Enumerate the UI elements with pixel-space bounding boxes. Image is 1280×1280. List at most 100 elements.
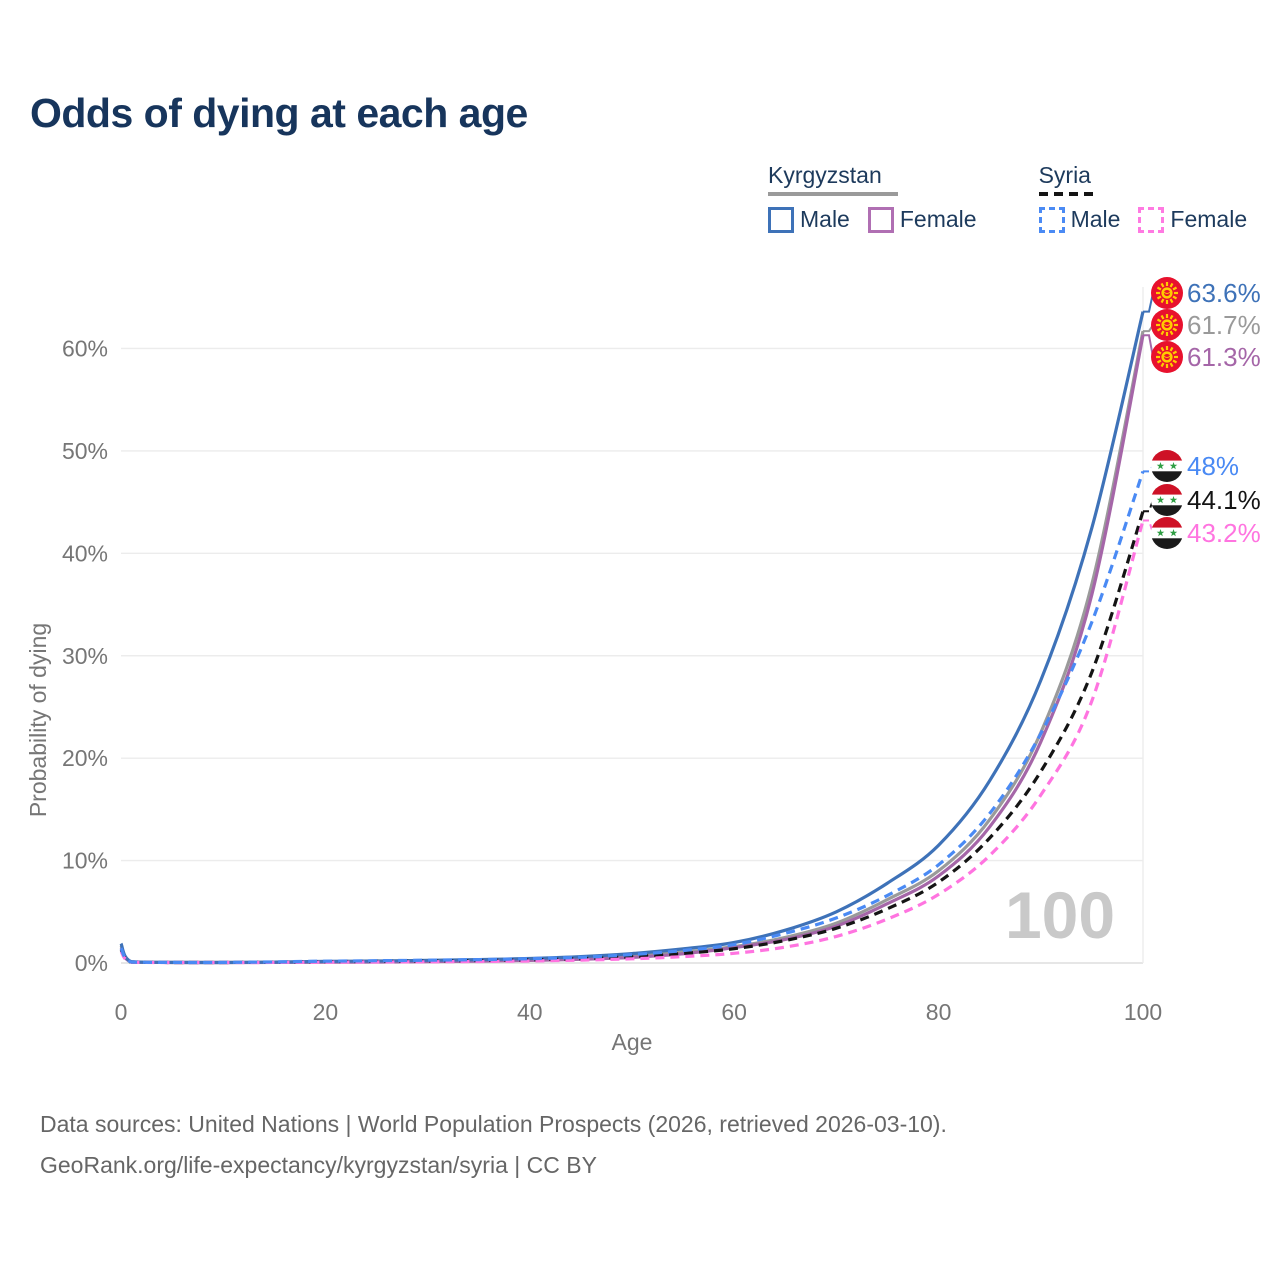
sun-ray [1156, 350, 1162, 355]
flag-stripes [1151, 484, 1183, 516]
sun-ray [1172, 327, 1178, 332]
flag-stripes [1151, 450, 1183, 482]
series-line-syria-total [119, 510, 1145, 965]
sun-ray [1160, 314, 1165, 320]
series-line-syria-female [119, 520, 1145, 965]
syria-underline-dashed [1038, 192, 1095, 196]
flag-icon-kyrgyzstan [1151, 341, 1183, 373]
stripe-white [1151, 460, 1183, 472]
series-line-kyrgyzstan-total [119, 330, 1145, 965]
y-tick-label-10: 10% [62, 848, 108, 874]
series-line-syria-male [119, 470, 1145, 965]
y-axis-title: Probability of dying [25, 623, 51, 817]
series-line-kyrgyzstan-female [119, 334, 1145, 965]
tunduk-line [1163, 323, 1171, 326]
stripe-white [1151, 527, 1183, 539]
stripe-black [1151, 505, 1183, 516]
legend-country-syria[interactable]: Syria [1038, 162, 1091, 188]
kyrgyzstan-underline-solid [768, 192, 898, 196]
sun-ray [1156, 295, 1162, 300]
end-label-syria-total: 44.1% [1187, 485, 1261, 515]
end-label-kyrgyzstan-total: 61.7% [1187, 310, 1261, 340]
sun-ray [1172, 359, 1178, 364]
stripe-white [1151, 494, 1183, 506]
age-watermark: 100 [1005, 878, 1115, 952]
end-label-syria-male: 48% [1187, 451, 1239, 481]
x-tick-label-100: 100 [1124, 999, 1162, 1025]
sun-ray [1169, 314, 1174, 320]
data-sources-line: Data sources: United Nations | World Pop… [40, 1111, 947, 1137]
star-shape [1169, 462, 1178, 470]
sun-ray [1169, 330, 1174, 336]
end-label-kyrgyzstan-female: 61.3% [1187, 342, 1261, 372]
star-shape [1169, 529, 1178, 537]
x-tick-label-60: 60 [721, 999, 747, 1025]
star-shape [1156, 462, 1165, 470]
sun-ray [1160, 298, 1165, 304]
stripe-red [1151, 484, 1183, 495]
series-line-kyrgyzstan-male [119, 311, 1145, 965]
attribution-line: GeoRank.org/life-expectancy/kyrgyzstan/s… [40, 1152, 597, 1178]
star-shape [1156, 529, 1165, 537]
y-tick-label-0: 0% [75, 950, 108, 976]
tunduk-line [1163, 355, 1171, 358]
end-label-kyrgyzstan-male: 63.6% [1187, 278, 1261, 308]
kyrgyzstan-male-swatch-icon [768, 206, 794, 233]
sun-ray [1172, 350, 1178, 355]
tunduk-line [1163, 291, 1171, 294]
sun-ray [1169, 298, 1174, 304]
legend-group-syria: Syria Male Female [1038, 162, 1247, 233]
flag-icon-kyrgyzstan [1151, 277, 1183, 309]
legend: Kyrgyzstan Male Female Syria Male Female [768, 162, 1258, 233]
sun-ray [1160, 330, 1165, 336]
x-tick-label-20: 20 [313, 999, 339, 1025]
y-tick-label-40: 40% [62, 540, 108, 566]
stripe-red [1151, 450, 1183, 461]
sun-ray [1169, 346, 1174, 352]
sun-ray [1156, 359, 1162, 364]
flag-icon-syria [1151, 517, 1183, 549]
sun-ray [1156, 286, 1162, 291]
x-tick-label-0: 0 [115, 999, 128, 1025]
sun-ray [1156, 327, 1162, 332]
sun-ray [1160, 346, 1165, 352]
sun-ray [1172, 295, 1178, 300]
kyrgyzstan-female-swatch-icon [867, 206, 894, 233]
x-tick-label-80: 80 [926, 999, 952, 1025]
legend-item-label: Male [1070, 206, 1121, 232]
label-leader-syria-total [1143, 499, 1157, 513]
sun-ray [1172, 286, 1178, 291]
y-tick-label-50: 50% [62, 438, 108, 464]
end-label-syria-female: 43.2% [1187, 518, 1261, 548]
flag-stripes [1151, 517, 1183, 549]
sun-ray [1169, 282, 1174, 288]
y-tick-label-30: 30% [62, 643, 108, 669]
x-tick-label-40: 40 [517, 999, 543, 1025]
legend-item-syria-female[interactable]: Female [1138, 206, 1247, 233]
legend-item-kyrgyzstan-male[interactable]: Male [768, 206, 850, 233]
flag-icon-syria [1151, 484, 1183, 516]
legend-item-label: Female [1170, 206, 1248, 232]
y-tick-label-20: 20% [62, 745, 108, 771]
sun-ray [1160, 362, 1165, 368]
flag-icon-kyrgyzstan [1151, 309, 1183, 341]
legend-item-label: Female [899, 206, 977, 232]
legend-group-kyrgyzstan: Kyrgyzstan Male Female [768, 162, 977, 233]
sun-ray [1156, 318, 1162, 323]
legend-item-kyrgyzstan-female[interactable]: Female [867, 206, 977, 233]
syria-male-swatch-icon [1038, 206, 1065, 233]
stripe-black [1151, 538, 1183, 549]
star-shape [1156, 496, 1165, 504]
legend-country-kyrgyzstan[interactable]: Kyrgyzstan [768, 162, 882, 188]
legend-item-label: Male [800, 206, 850, 232]
legend-item-syria-male[interactable]: Male [1038, 206, 1121, 233]
stripe-black [1151, 471, 1183, 482]
sun-ray [1172, 318, 1178, 323]
x-axis-title: Age [612, 1029, 653, 1055]
legend-row: Male Female [1038, 206, 1247, 233]
syria-female-swatch-icon [1138, 206, 1165, 233]
star-shape [1169, 496, 1178, 504]
y-tick-label-60: 60% [62, 336, 108, 362]
flag-icon-syria [1151, 450, 1183, 482]
